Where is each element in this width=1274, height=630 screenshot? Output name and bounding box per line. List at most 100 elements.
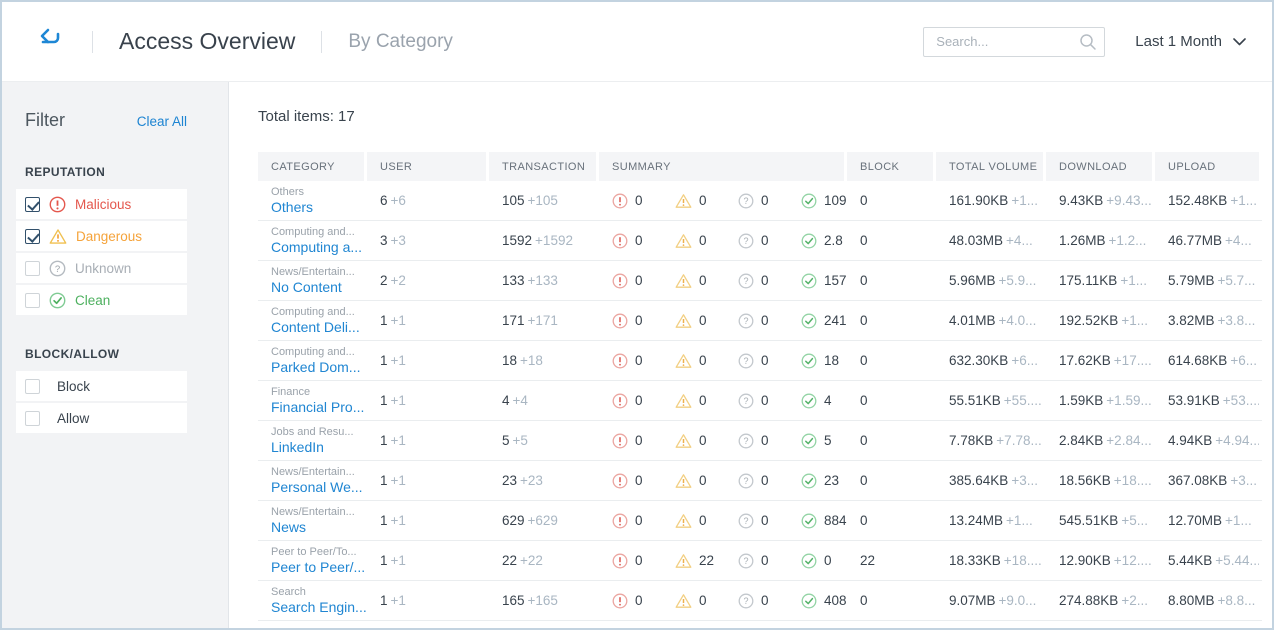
- column-header-category[interactable]: CATEGORY: [258, 152, 367, 181]
- download-cell: 1.26MB +1.2...: [1046, 233, 1155, 248]
- total-volume-value: 161.90KB: [949, 193, 1009, 208]
- total-volume-delta: +7.78...: [996, 433, 1042, 448]
- svg-text:?: ?: [55, 263, 60, 274]
- malicious-icon: [612, 313, 628, 329]
- block-cell: 0: [847, 313, 936, 328]
- total-volume-cell: 48.03MB +4...: [936, 233, 1046, 248]
- allow-checkbox[interactable]: [25, 410, 40, 426]
- filter-option-block[interactable]: Block: [16, 371, 187, 401]
- category-group-label: News/Entertain...: [271, 505, 355, 518]
- category-link[interactable]: Peer to Peer/...: [271, 558, 366, 575]
- category-link[interactable]: Financial Pro...: [271, 398, 365, 415]
- clean-icon: [801, 433, 817, 449]
- download-value: 9.43KB: [1059, 193, 1104, 208]
- download-value: 274.88KB: [1059, 593, 1119, 608]
- category-link[interactable]: No Content: [271, 278, 342, 295]
- transaction-value: 5: [502, 433, 510, 448]
- back-button[interactable]: [32, 25, 66, 59]
- download-value: 545.51KB: [1059, 513, 1119, 528]
- user-value: 1: [380, 353, 388, 368]
- summary-clean: 5: [801, 433, 832, 449]
- dangerous-icon: [675, 233, 692, 249]
- user-delta: +1: [390, 513, 406, 528]
- upload-value: 4.94KB: [1168, 433, 1213, 448]
- summary-dangerous: 0: [675, 393, 738, 409]
- transaction-value: 4: [502, 393, 510, 408]
- category-link[interactable]: News: [271, 518, 307, 535]
- download-value: 192.52KB: [1059, 313, 1119, 328]
- time-range-dropdown[interactable]: Last 1 Month: [1135, 33, 1246, 50]
- category-link[interactable]: Search Engin...: [271, 598, 367, 615]
- column-header-upload[interactable]: UPLOAD: [1155, 152, 1259, 181]
- clean-count: 157: [824, 273, 847, 288]
- upload-delta: +3.8...: [1217, 313, 1256, 328]
- block-cell: 22: [847, 553, 936, 568]
- column-header-summary[interactable]: SUMMARY: [599, 152, 847, 181]
- filter-option-clean[interactable]: Clean: [16, 285, 187, 315]
- block-checkbox[interactable]: [25, 378, 40, 394]
- column-header-user[interactable]: USER: [367, 152, 489, 181]
- svg-text:?: ?: [743, 516, 748, 526]
- user-value: 1: [380, 393, 388, 408]
- total-volume-cell: 55.51KB +55....: [936, 393, 1046, 408]
- user-cell: 1 +1: [367, 553, 489, 568]
- upload-cell: 8.80MB +8.8...: [1155, 593, 1259, 608]
- user-cell: 1 +1: [367, 393, 489, 408]
- column-header-block[interactable]: BLOCK: [847, 152, 936, 181]
- malicious-checkbox[interactable]: [25, 196, 40, 212]
- filter-option-unknown[interactable]: ? Unknown: [16, 253, 187, 283]
- filter-option-dangerous[interactable]: Dangerous: [16, 221, 187, 251]
- filter-option-malicious[interactable]: Malicious: [16, 189, 187, 219]
- unknown-checkbox[interactable]: [25, 260, 40, 276]
- upload-value: 614.68KB: [1168, 353, 1228, 368]
- unknown-icon: ?: [738, 313, 754, 329]
- clear-all-link[interactable]: Clear All: [136, 114, 187, 129]
- dangerous-count: 0: [699, 473, 707, 488]
- header-divider: [321, 30, 323, 53]
- summary-unknown: ? 0: [738, 313, 801, 329]
- summary-clean: 2.8 K: [801, 233, 847, 249]
- search-icon[interactable]: [1079, 33, 1097, 56]
- dangerous-checkbox[interactable]: [25, 228, 40, 244]
- summary-clean: 884: [801, 513, 847, 529]
- clean-icon: [801, 273, 817, 289]
- total-volume-delta: +55....: [1003, 393, 1042, 408]
- table-row: News/Entertain... News 1 +1 629 +629 0 0: [258, 501, 1262, 541]
- user-value: 1: [380, 473, 388, 488]
- summary-clean: 4: [801, 393, 832, 409]
- column-header-download[interactable]: DOWNLOAD: [1046, 152, 1155, 181]
- transaction-delta: +133: [527, 273, 558, 288]
- transaction-delta: +22: [520, 553, 543, 568]
- svg-text:?: ?: [743, 436, 748, 446]
- filter-title: Filter: [25, 110, 65, 130]
- search-input[interactable]: [923, 26, 1106, 57]
- clean-count: 884: [824, 513, 847, 528]
- category-link[interactable]: Computing a...: [271, 238, 363, 255]
- upload-cell: 5.44KB +5.44...: [1155, 553, 1259, 568]
- download-cell: 175.11KB +1...: [1046, 273, 1155, 288]
- category-cell: Peer to Peer/To... Peer to Peer/...: [258, 546, 367, 576]
- category-cell: Computing and... Computing a...: [258, 226, 367, 256]
- total-volume-value: 55.51KB: [949, 393, 1001, 408]
- filter-option-label: Dangerous: [76, 228, 143, 244]
- summary-cell: 0 0 ? 0 884: [599, 513, 847, 529]
- category-link[interactable]: Content Deli...: [271, 318, 360, 335]
- summary-clean: 0: [801, 553, 832, 569]
- summary-cell: 0 0 ? 0 2.8 K: [599, 233, 847, 249]
- category-link[interactable]: LinkedIn: [271, 438, 324, 455]
- filter-option-allow[interactable]: Allow: [16, 403, 187, 433]
- unknown-icon: ?: [738, 193, 754, 209]
- download-delta: +18....: [1113, 473, 1152, 488]
- category-link[interactable]: Personal We...: [271, 478, 363, 495]
- total-volume-delta: +18....: [1003, 553, 1042, 568]
- category-link[interactable]: Parked Dom...: [271, 358, 361, 375]
- category-link[interactable]: Others: [271, 198, 314, 215]
- dangerous-count: 0: [699, 513, 707, 528]
- column-header-transaction[interactable]: TRANSACTION: [489, 152, 599, 181]
- malicious-icon: [49, 196, 66, 213]
- summary-malicious: 0: [612, 513, 675, 529]
- category-group-label: Computing and...: [271, 225, 355, 238]
- column-header-total-volume[interactable]: TOTAL VOLUME: [936, 152, 1046, 181]
- clean-count: 408: [824, 593, 847, 608]
- clean-checkbox[interactable]: [25, 292, 40, 308]
